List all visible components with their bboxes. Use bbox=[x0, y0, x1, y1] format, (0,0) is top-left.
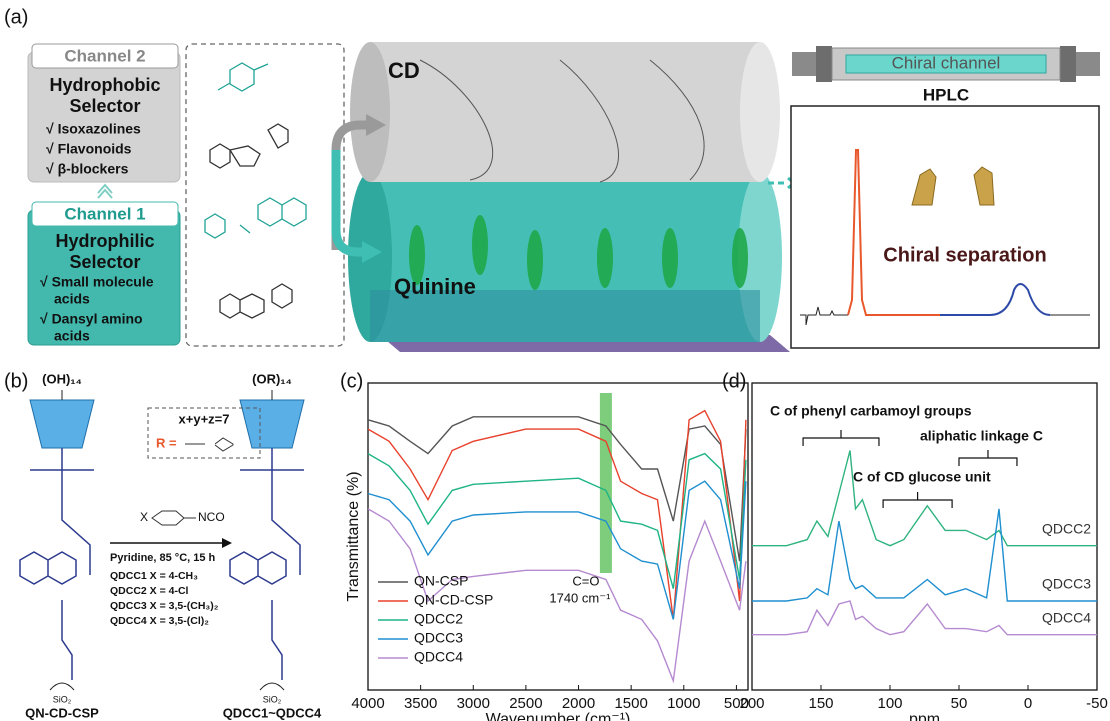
panel-label: (d) bbox=[722, 370, 746, 392]
bracket bbox=[883, 492, 952, 508]
selector-item: √ Flavonoids bbox=[46, 141, 132, 157]
x-tick-label: 150 bbox=[808, 695, 833, 712]
support-label: SiO₂ bbox=[53, 694, 72, 704]
x-tick-label: 1500 bbox=[614, 695, 647, 712]
scheme: (OH)₁₄ (OR)₁₄ SiO₂ SiO₂ QN-CD-CSP QDCC1~… bbox=[20, 371, 322, 720]
support-label: SiO₂ bbox=[263, 694, 282, 704]
chromatogram: Chiral separation bbox=[791, 106, 1099, 348]
reagent-x: X bbox=[140, 510, 148, 524]
x-tick-label: 1000 bbox=[667, 695, 700, 712]
x-axis-label: ppm bbox=[909, 711, 940, 721]
hplc-label: HPLC bbox=[923, 85, 969, 104]
annotation: C of CD glucose unit bbox=[853, 469, 991, 485]
x-tick-label: 200 bbox=[739, 695, 764, 712]
constraint: x+y+z=7 bbox=[179, 411, 230, 426]
series-label: QDCC3 bbox=[1042, 576, 1091, 592]
selector-item: √ Small molecule bbox=[40, 274, 154, 290]
selector-item: √ Isoxazolines bbox=[46, 121, 141, 137]
spectrum-line bbox=[368, 454, 746, 589]
figure: (a) (b) (c) (d) Channel 2 Hydrophobic Se… bbox=[0, 0, 1110, 721]
highlight-band bbox=[600, 393, 612, 573]
legend-label: QDCC4 bbox=[414, 649, 463, 665]
x-tick-label: 50 bbox=[951, 695, 968, 712]
series-label: QDCC2 bbox=[1042, 520, 1091, 536]
variant: QDCC2 X = 4-Cl bbox=[110, 585, 189, 597]
channel-illustration: CD Quinine bbox=[336, 42, 794, 352]
hplc-column: Chiral channel HPLC bbox=[792, 46, 1100, 104]
column-label: Chiral channel bbox=[892, 53, 1001, 72]
reagent-nco: NCO bbox=[198, 510, 225, 524]
y-axis-label: Transmittance (%) bbox=[345, 471, 362, 601]
annotation: 1740 cm⁻¹ bbox=[549, 590, 611, 605]
variant: QDCC4 X = 3,5-(Cl)₂ bbox=[110, 615, 209, 627]
selector-item: √ β-blockers bbox=[46, 161, 129, 177]
x-tick-label: -50 bbox=[1086, 695, 1108, 712]
group-label: (OR)₁₄ bbox=[252, 371, 292, 386]
selector-title: Hydrophilic bbox=[55, 231, 154, 251]
panel-label: (c) bbox=[340, 370, 363, 392]
page: { "panel_labels": ["(a)", "(b)", "(c)", … bbox=[0, 0, 1110, 721]
panel-label: (b) bbox=[4, 370, 28, 392]
bracket bbox=[959, 450, 1017, 466]
selector-title: Selector bbox=[69, 96, 140, 116]
legend-label: QN-CD-CSP bbox=[414, 592, 493, 608]
x-tick-label: 4000 bbox=[351, 695, 384, 712]
legend-label: QDCC3 bbox=[414, 630, 463, 646]
arrow bbox=[98, 185, 112, 198]
selector-item: acids bbox=[54, 291, 90, 307]
x-tick-label: 3500 bbox=[404, 695, 437, 712]
molecule-box bbox=[186, 44, 344, 346]
annotation: aliphatic linkage C bbox=[920, 428, 1043, 444]
compound-name: QN-CD-CSP bbox=[25, 705, 99, 720]
spectrum-line bbox=[368, 417, 746, 561]
x-tick-label: 2500 bbox=[509, 695, 542, 712]
conditions: Pyridine, 85 °C, 15 h bbox=[110, 552, 216, 564]
selector-title: Selector bbox=[69, 252, 140, 272]
variant: QDCC3 X = 3,5-(CH₃)₂ bbox=[110, 600, 219, 612]
series-label: QDCC4 bbox=[1042, 609, 1091, 625]
cd-label: CD bbox=[388, 58, 420, 83]
r-label: R = bbox=[156, 435, 177, 450]
panel-label: (a) bbox=[4, 6, 28, 28]
channel-1-box: Channel 1 Hydrophilic Selector √ Small m… bbox=[28, 202, 180, 345]
separation-label: Chiral separation bbox=[883, 244, 1046, 266]
bracket bbox=[803, 430, 879, 446]
legend-label: QN-CSP bbox=[414, 573, 468, 589]
annotation: C of phenyl carbamoyl groups bbox=[770, 403, 972, 419]
channel-tab: Channel 2 bbox=[64, 46, 145, 65]
selector-title: Hydrophobic bbox=[50, 75, 161, 95]
quinine-label: Quinine bbox=[394, 274, 476, 299]
group-label: (OH)₁₄ bbox=[42, 371, 82, 386]
annotation: C=O bbox=[572, 573, 599, 588]
x-tick-label: 3000 bbox=[457, 695, 490, 712]
x-tick-label: 2000 bbox=[562, 695, 595, 712]
channel-tab: Channel 1 bbox=[64, 204, 145, 223]
x-tick-label: 100 bbox=[877, 695, 902, 712]
selector-item: √ Dansyl amino bbox=[40, 311, 143, 327]
x-axis-label: Wavenumber (cm⁻¹) bbox=[486, 711, 631, 721]
variant: QDCC1 X = 4-CH₃ bbox=[110, 570, 198, 582]
selector-item: acids bbox=[54, 328, 90, 344]
legend-label: QDCC2 bbox=[414, 611, 463, 627]
x-tick-label: 0 bbox=[1024, 695, 1032, 712]
compound-name: QDCC1~QDCC4 bbox=[223, 705, 322, 720]
channel-2-box: Channel 2 Hydrophobic Selector √ Isoxazo… bbox=[28, 44, 180, 182]
